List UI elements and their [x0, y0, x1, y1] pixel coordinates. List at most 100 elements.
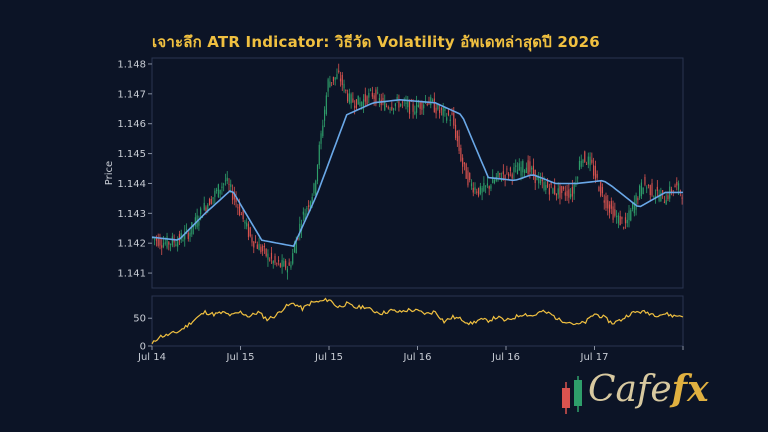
candle-body [437, 104, 439, 110]
candle-body [467, 170, 469, 186]
candle-body [414, 111, 416, 115]
candle-body [246, 222, 248, 227]
candle-body [421, 102, 423, 110]
candle-body [304, 213, 306, 222]
candle-body [573, 184, 575, 194]
candle-body [239, 203, 241, 215]
price-ytick-label: 1.144 [117, 179, 146, 190]
candle-body [244, 221, 246, 224]
atr-line [151, 297, 684, 345]
candle-body [490, 185, 492, 189]
candle-body [616, 215, 618, 217]
candle-body [591, 159, 593, 163]
candle-body [194, 217, 196, 226]
candle-body [497, 171, 499, 178]
candle-body [416, 101, 418, 113]
candle-body [447, 110, 450, 116]
candle-body [430, 97, 432, 106]
candle-body [217, 184, 219, 198]
candle-body [598, 187, 600, 192]
candle-body [593, 165, 595, 176]
candle-body [214, 190, 216, 197]
candle-body [674, 185, 676, 188]
candle-body [253, 241, 255, 248]
candle-body [338, 70, 340, 72]
candle-body [166, 236, 168, 248]
candle-body [279, 263, 281, 267]
candle-body [472, 187, 474, 193]
candle-body [182, 239, 184, 241]
candle-body [626, 219, 628, 224]
candle-body [269, 259, 271, 261]
candle-body [477, 187, 480, 196]
xtick-label: Jul 16 [403, 352, 432, 363]
candle-body [442, 107, 444, 116]
candle-body [347, 93, 349, 102]
candle-body [460, 147, 462, 161]
candle-body [274, 256, 276, 263]
candle-body [486, 183, 488, 186]
candle-body [157, 237, 159, 246]
candle-body [465, 163, 467, 179]
price-panel-frame [151, 57, 684, 289]
candle-body [216, 189, 218, 191]
candle-body [302, 211, 304, 215]
candle-body [532, 165, 535, 176]
candle-body [458, 135, 460, 151]
candle-body [454, 124, 457, 138]
candle-body [368, 92, 370, 98]
candle-body [361, 101, 363, 107]
candle-body [378, 97, 381, 102]
candle-body [449, 119, 451, 121]
candle-body [596, 173, 598, 178]
candle-body [184, 231, 186, 240]
candle-body [504, 175, 506, 180]
candle-body [651, 183, 653, 196]
candle-body [456, 130, 458, 142]
price-ytick-label: 1.145 [117, 149, 146, 160]
logo-text-accent: fx [671, 368, 709, 410]
candle-body [322, 125, 324, 137]
candle-body [527, 160, 529, 174]
candle-body [155, 237, 158, 241]
candle-body [286, 268, 288, 273]
candle-body [221, 186, 223, 189]
candle-body [309, 201, 311, 209]
candle-body [290, 264, 292, 268]
candle-body [667, 195, 669, 200]
candle-body [619, 216, 621, 226]
candle-body [554, 185, 556, 195]
candle-body [408, 100, 411, 114]
candle-body [256, 244, 258, 249]
candle-body [631, 203, 634, 210]
candle-body [610, 201, 612, 209]
candle-body [263, 245, 265, 247]
candle-body [161, 245, 163, 248]
candle-body [552, 188, 554, 194]
candle-body [607, 200, 609, 209]
candle-body [603, 200, 605, 203]
candle-body [508, 173, 510, 177]
candle-body [373, 95, 375, 99]
candle-body [654, 196, 657, 198]
candle-body [608, 204, 611, 213]
candle-body [562, 186, 565, 190]
candle-body [272, 261, 274, 264]
candle-body [557, 188, 559, 195]
candle-body [545, 185, 547, 190]
candle-body [350, 94, 352, 104]
candle-body [210, 198, 212, 204]
candle-body [345, 89, 347, 91]
candle-body [488, 186, 490, 189]
candle-body [662, 190, 664, 193]
candle-body [642, 187, 644, 195]
logo-text-main: Cafe [588, 369, 672, 410]
candle-body [470, 183, 473, 187]
candle-body [640, 182, 642, 197]
candle-body [173, 240, 175, 243]
candle-body [391, 106, 393, 110]
candle-body [656, 186, 658, 192]
candle-body [578, 160, 581, 170]
candle-body [451, 113, 453, 115]
candle-body [612, 206, 614, 220]
